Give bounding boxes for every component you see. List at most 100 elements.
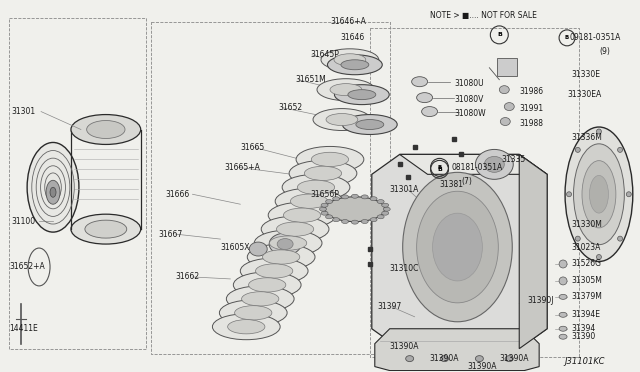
Text: 31662: 31662 xyxy=(175,272,200,282)
Ellipse shape xyxy=(289,160,357,186)
Text: B: B xyxy=(497,32,502,37)
Ellipse shape xyxy=(377,200,384,203)
Text: 31390: 31390 xyxy=(571,332,595,341)
Text: 31330E: 31330E xyxy=(571,70,600,79)
Text: 31390A: 31390A xyxy=(429,354,459,363)
Ellipse shape xyxy=(348,90,376,100)
Ellipse shape xyxy=(326,215,333,219)
Ellipse shape xyxy=(296,147,364,172)
Ellipse shape xyxy=(291,194,328,208)
Ellipse shape xyxy=(240,258,308,284)
Text: 31080W: 31080W xyxy=(454,109,486,118)
Text: 31100: 31100 xyxy=(11,217,35,226)
Ellipse shape xyxy=(356,119,384,129)
Text: 31381: 31381 xyxy=(440,180,463,189)
Ellipse shape xyxy=(305,166,342,180)
Text: 31986: 31986 xyxy=(519,87,543,96)
Ellipse shape xyxy=(220,300,287,326)
Text: (7): (7) xyxy=(461,177,472,186)
Text: 31023A: 31023A xyxy=(571,243,600,251)
Ellipse shape xyxy=(261,216,329,242)
Text: 31656P: 31656P xyxy=(310,190,339,199)
Ellipse shape xyxy=(276,222,314,236)
Ellipse shape xyxy=(227,286,294,312)
Ellipse shape xyxy=(589,176,609,213)
Ellipse shape xyxy=(361,195,368,199)
Ellipse shape xyxy=(476,356,483,362)
Ellipse shape xyxy=(381,211,388,215)
Ellipse shape xyxy=(298,180,335,195)
Ellipse shape xyxy=(582,161,616,228)
Text: 31646: 31646 xyxy=(340,33,364,42)
Ellipse shape xyxy=(248,278,286,292)
Ellipse shape xyxy=(247,244,315,270)
Ellipse shape xyxy=(596,129,602,134)
Ellipse shape xyxy=(255,264,293,278)
Text: 31390J: 31390J xyxy=(527,296,554,305)
Text: 31526G: 31526G xyxy=(571,260,601,269)
Ellipse shape xyxy=(46,180,60,204)
Text: 09181-0351A: 09181-0351A xyxy=(569,33,620,42)
Text: 31379M: 31379M xyxy=(571,292,602,301)
Ellipse shape xyxy=(228,320,265,334)
Text: B: B xyxy=(565,35,569,40)
Ellipse shape xyxy=(335,85,389,105)
Text: 31080U: 31080U xyxy=(454,79,484,88)
Ellipse shape xyxy=(242,292,279,306)
Ellipse shape xyxy=(422,107,438,116)
Text: 31988: 31988 xyxy=(519,119,543,128)
Ellipse shape xyxy=(381,203,388,207)
Circle shape xyxy=(559,260,567,268)
Ellipse shape xyxy=(254,230,322,256)
Ellipse shape xyxy=(85,220,127,238)
Ellipse shape xyxy=(321,211,328,215)
Ellipse shape xyxy=(575,236,580,241)
Ellipse shape xyxy=(431,184,449,198)
Ellipse shape xyxy=(313,109,371,131)
Ellipse shape xyxy=(311,152,349,167)
Ellipse shape xyxy=(412,77,428,87)
Text: 31305M: 31305M xyxy=(571,276,602,285)
Text: 31665: 31665 xyxy=(240,143,264,152)
Text: 31335: 31335 xyxy=(501,155,525,164)
Polygon shape xyxy=(375,329,539,371)
Polygon shape xyxy=(400,154,547,174)
Ellipse shape xyxy=(50,187,56,197)
Ellipse shape xyxy=(235,306,272,320)
Text: 31336M: 31336M xyxy=(571,133,602,142)
Text: 31645P: 31645P xyxy=(310,50,339,59)
Ellipse shape xyxy=(27,142,79,232)
Bar xyxy=(497,58,517,76)
Ellipse shape xyxy=(341,60,369,70)
Ellipse shape xyxy=(618,236,623,241)
Ellipse shape xyxy=(212,314,280,340)
Text: J31101KC: J31101KC xyxy=(564,357,605,366)
Ellipse shape xyxy=(249,242,268,256)
Text: (9): (9) xyxy=(599,47,610,56)
Ellipse shape xyxy=(433,213,483,281)
Text: 31301: 31301 xyxy=(11,107,35,116)
Ellipse shape xyxy=(269,236,307,250)
Ellipse shape xyxy=(262,250,300,264)
Ellipse shape xyxy=(282,174,350,200)
Text: 31646+A: 31646+A xyxy=(330,17,366,26)
Text: 31605X: 31605X xyxy=(220,243,250,251)
Text: 08181-0351A: 08181-0351A xyxy=(451,163,503,172)
Polygon shape xyxy=(519,154,547,349)
Ellipse shape xyxy=(417,191,499,303)
Ellipse shape xyxy=(559,294,567,299)
Text: 31394: 31394 xyxy=(571,324,595,333)
Ellipse shape xyxy=(234,272,301,298)
Text: NOTE > ■.... NOT FOR SALE: NOTE > ■.... NOT FOR SALE xyxy=(429,11,536,20)
Polygon shape xyxy=(372,154,547,349)
Ellipse shape xyxy=(330,84,362,96)
Text: 31665+A: 31665+A xyxy=(225,163,260,172)
Text: 31651M: 31651M xyxy=(295,75,326,84)
Text: 31397: 31397 xyxy=(378,302,402,311)
Ellipse shape xyxy=(506,356,513,362)
Text: B: B xyxy=(437,165,442,170)
Ellipse shape xyxy=(317,79,375,100)
Ellipse shape xyxy=(351,194,358,198)
Text: 31330M: 31330M xyxy=(571,219,602,229)
Text: 31394E: 31394E xyxy=(571,310,600,319)
